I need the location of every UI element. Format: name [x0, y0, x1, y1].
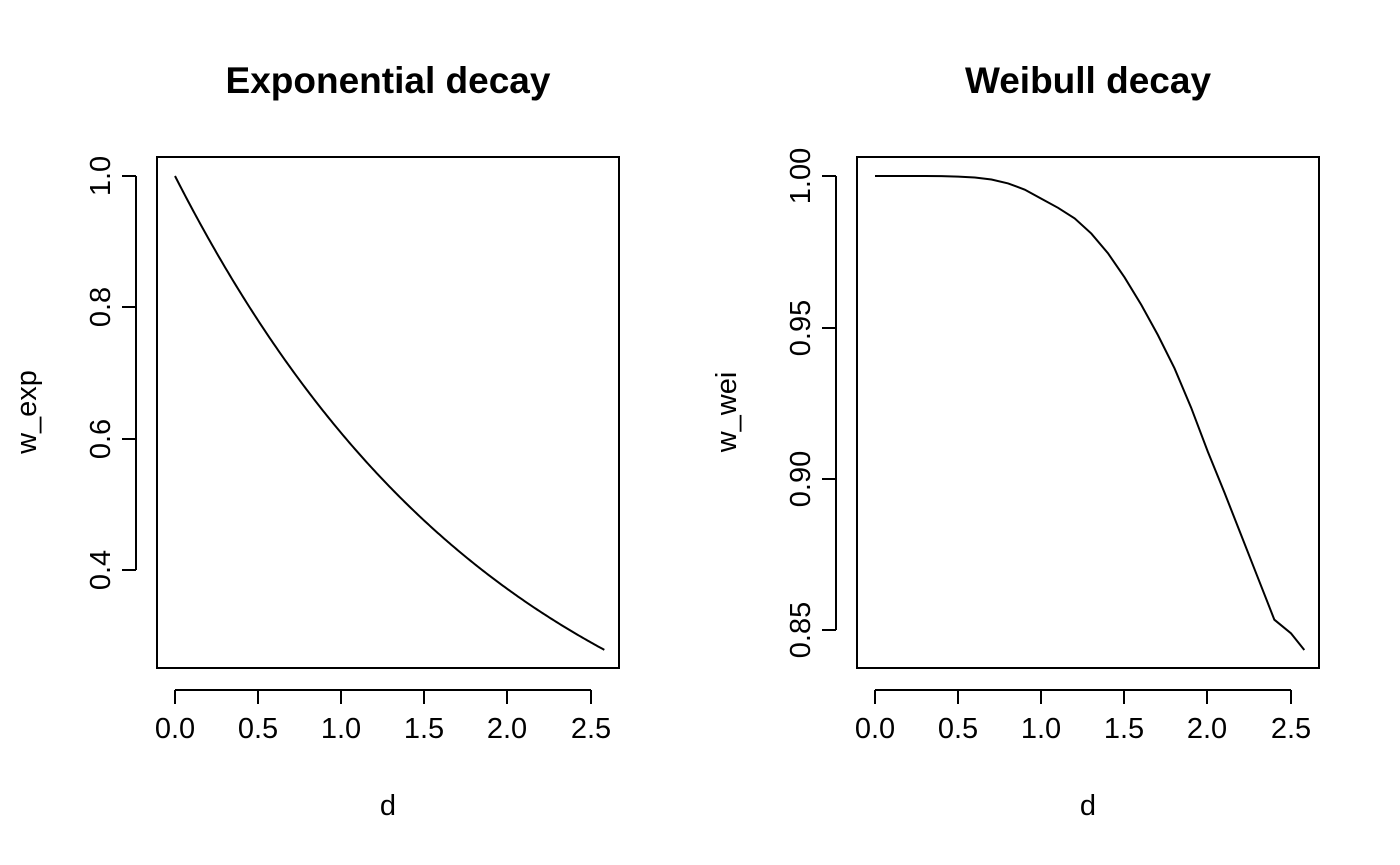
series-line-weibull — [875, 175, 1306, 651]
x-axis-weibull: 0.0 0.5 1.0 1.5 2.0 2.5 d — [855, 689, 1311, 822]
x-tick-label: 2.5 — [571, 713, 611, 745]
x-tick-label: 1.0 — [321, 713, 361, 745]
y-axis-label-exponential: w_exp — [11, 370, 43, 455]
chart-title-weibull: Weibull decay — [965, 60, 1211, 101]
y-tick-label: 0.4 — [85, 550, 117, 590]
x-tick-label: 0.5 — [238, 713, 278, 745]
y-axis-exponential: 0.4 0.6 0.8 1.0 w_exp — [11, 156, 137, 590]
panel-exponential-decay: Exponential decay 0.0 0.5 1.0 1.5 2.0 2.… — [11, 60, 620, 822]
plot-frame-weibull — [856, 156, 1320, 669]
y-tick-label: 1.0 — [85, 156, 117, 196]
y-axis-label-weibull: w_wei — [711, 372, 743, 454]
x-tick-label: 1.5 — [404, 713, 444, 745]
y-tick-label: 0.85 — [785, 602, 817, 658]
y-tick-label: 0.95 — [785, 300, 817, 356]
x-axis-label-weibull: d — [1080, 790, 1096, 822]
y-tick-label: 1.00 — [785, 148, 817, 204]
x-tick-label: 1.5 — [1104, 713, 1144, 745]
y-tick-label: 0.90 — [785, 451, 817, 507]
x-tick-label: 2.5 — [1271, 713, 1311, 745]
series-line-exponential — [174, 175, 605, 651]
x-tick-label: 0.0 — [155, 713, 195, 745]
panel-weibull-decay: Weibull decay 0.0 0.5 1.0 1.5 2.0 2.5 d … — [711, 60, 1320, 822]
x-tick-label: 2.0 — [487, 713, 527, 745]
x-axis-label-exponential: d — [380, 790, 396, 822]
y-axis-weibull: 0.85 0.90 0.95 1.00 w_wei — [711, 148, 837, 658]
y-tick-label: 0.6 — [85, 419, 117, 459]
x-axis-exponential: 0.0 0.5 1.0 1.5 2.0 2.5 d — [155, 689, 611, 822]
chart-title-exponential: Exponential decay — [226, 60, 551, 101]
x-tick-label: 2.0 — [1187, 713, 1227, 745]
x-tick-label: 1.0 — [1021, 713, 1061, 745]
y-tick-label: 0.8 — [85, 287, 117, 327]
x-tick-label: 0.5 — [938, 713, 978, 745]
x-tick-label: 0.0 — [855, 713, 895, 745]
plot-frame-exponential — [156, 156, 620, 669]
